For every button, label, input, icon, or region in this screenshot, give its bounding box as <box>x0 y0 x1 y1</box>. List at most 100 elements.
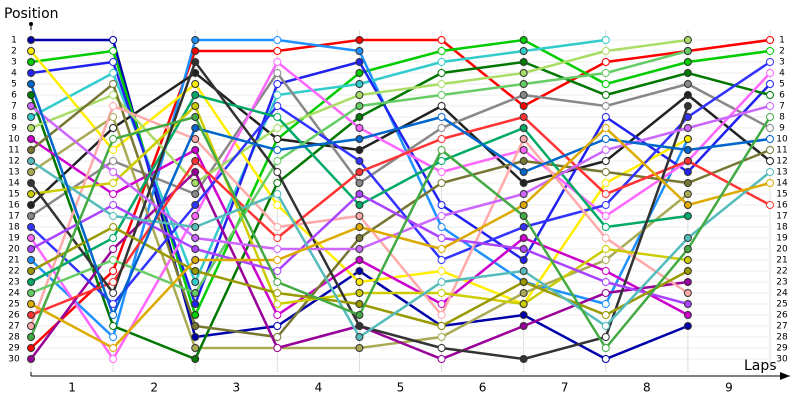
position-point <box>27 102 35 110</box>
x-axis-label: Laps <box>744 358 777 374</box>
position-point <box>191 47 200 55</box>
position-point <box>601 201 610 209</box>
position-point <box>683 322 692 330</box>
position-point <box>27 135 35 143</box>
position-point <box>109 146 118 154</box>
position-point <box>27 223 35 231</box>
position-point <box>437 234 446 242</box>
position-point <box>601 212 610 220</box>
position-point <box>355 102 364 110</box>
position-point <box>437 113 446 121</box>
y-tick-label: 6 <box>11 91 17 101</box>
y-tick-label-right: 16 <box>776 201 788 211</box>
y-tick-label-right: 11 <box>776 146 787 156</box>
position-point <box>601 333 610 341</box>
position-point <box>191 179 200 187</box>
position-point <box>355 300 364 308</box>
position-point <box>601 179 610 187</box>
position-point <box>27 234 35 242</box>
position-point <box>766 80 774 88</box>
position-point <box>109 212 118 220</box>
position-point <box>191 344 200 352</box>
position-point <box>683 256 692 264</box>
position-point <box>437 300 446 308</box>
position-point <box>273 234 282 242</box>
y-tick-label: 23 <box>8 278 19 288</box>
position-line <box>30 38 606 286</box>
y-tick-label-right: 27 <box>776 322 787 332</box>
y-tick-label: 11 <box>8 146 19 156</box>
position-point <box>27 355 35 363</box>
y-tick-label-right: 3 <box>779 58 785 68</box>
position-point <box>27 157 35 165</box>
position-point <box>601 135 610 143</box>
position-point <box>27 146 35 154</box>
position-point <box>437 47 446 55</box>
position-point <box>191 91 200 99</box>
y-tick-label-right: 28 <box>776 333 788 343</box>
position-point <box>683 47 692 55</box>
position-point <box>601 311 610 319</box>
y-tick-label-right: 12 <box>776 157 787 167</box>
position-point <box>437 267 446 275</box>
lap-label: 9 <box>725 381 733 395</box>
position-point <box>273 135 282 143</box>
position-point <box>766 58 774 66</box>
position-point <box>437 212 446 220</box>
position-point <box>519 91 528 99</box>
position-point <box>355 69 364 77</box>
y-tick-label: 5 <box>11 80 17 90</box>
position-point <box>27 80 35 88</box>
position-point <box>437 278 446 286</box>
position-point <box>109 157 118 165</box>
position-point <box>519 36 528 44</box>
position-point <box>601 58 610 66</box>
position-point <box>683 157 692 165</box>
position-point <box>601 113 610 121</box>
position-point <box>519 278 528 286</box>
position-point <box>355 234 364 242</box>
position-point <box>273 47 282 55</box>
y-tick-label-right: 14 <box>776 179 788 189</box>
position-point <box>355 267 364 275</box>
position-point <box>191 58 200 66</box>
y-tick-label: 25 <box>8 300 19 310</box>
position-point <box>273 223 282 231</box>
position-point <box>191 190 200 198</box>
position-point <box>109 80 118 88</box>
position-point <box>109 234 118 242</box>
position-point <box>766 36 774 44</box>
position-point <box>191 201 200 209</box>
position-point <box>601 289 610 297</box>
y-tick-label-right: 24 <box>776 289 788 299</box>
position-point <box>437 311 446 319</box>
position-point <box>27 124 35 132</box>
position-point <box>273 344 282 352</box>
position-point <box>191 102 200 110</box>
position-point <box>601 91 610 99</box>
position-point <box>437 124 446 132</box>
position-point <box>109 179 118 187</box>
position-point <box>519 58 528 66</box>
position-point <box>519 113 528 121</box>
y-tick-label: 2 <box>11 47 17 57</box>
position-point <box>766 113 774 121</box>
position-point <box>683 69 692 77</box>
position-point <box>766 168 774 176</box>
y-tick-label-right: 21 <box>776 256 787 266</box>
position-point <box>191 278 200 286</box>
position-point <box>519 267 528 275</box>
position-point <box>683 311 692 319</box>
position-point <box>437 36 446 44</box>
position-point <box>27 300 35 308</box>
position-point <box>109 289 118 297</box>
position-point <box>437 256 446 264</box>
position-point <box>27 289 35 297</box>
position-point <box>191 300 200 308</box>
position-point <box>273 168 282 176</box>
position-point <box>27 344 35 352</box>
position-point <box>601 256 610 264</box>
position-point <box>355 80 364 88</box>
lap-label: 2 <box>150 381 158 395</box>
position-point <box>355 322 364 330</box>
